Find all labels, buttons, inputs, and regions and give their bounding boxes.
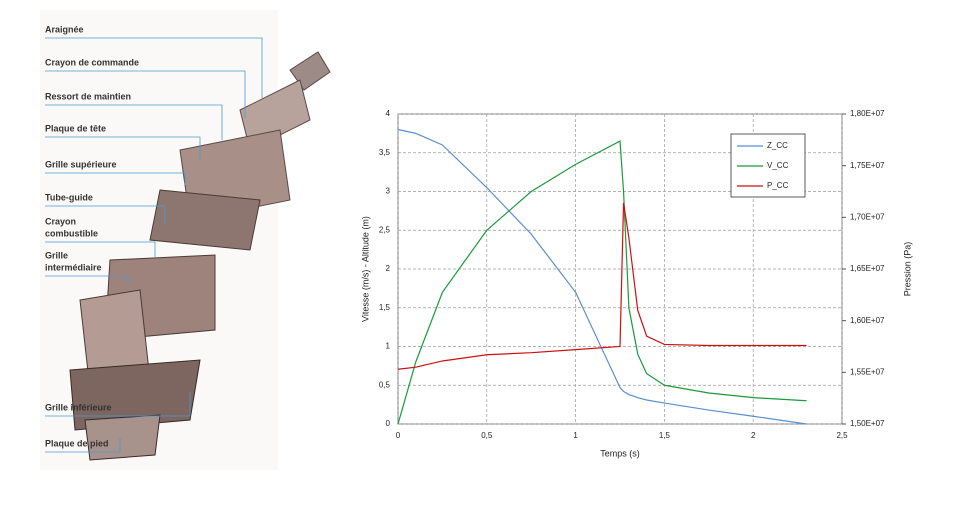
leader-line	[45, 241, 156, 258]
part-label: Plaque de pied	[45, 438, 109, 448]
leader-line	[45, 136, 201, 160]
y2-tick-label: 1,60E+07	[850, 316, 885, 325]
y2-tick-label: 1,70E+07	[850, 212, 885, 221]
part-label: combustible	[45, 228, 98, 238]
x-axis-title: Temps (s)	[600, 448, 640, 458]
leader-line	[45, 392, 191, 417]
y-axis-title: Vitesse (m/s) - Altitude (m)	[360, 216, 370, 322]
y2-tick-label: 1,65E+07	[850, 264, 885, 273]
leader-line	[45, 37, 263, 98]
part-label: Tube-guide	[45, 192, 93, 202]
legend-label: V_CC	[767, 161, 789, 170]
y-tick-label: 2	[386, 264, 391, 273]
part-label: Araignée	[45, 24, 84, 34]
chart: 00,511,522,533,540 0,5 1 1,5 2 2,51,50E+071,5…	[360, 109, 912, 458]
part-label: Ressort de maintien	[45, 91, 131, 101]
x-tick-label: 1	[573, 431, 578, 440]
y-tick-label: 3	[386, 187, 391, 196]
leader-line	[45, 438, 121, 453]
part-label: Crayon	[45, 216, 76, 226]
fuel-assembly-drawing	[40, 10, 331, 470]
bottom-nozzle	[84, 414, 161, 461]
x-tick-label: 1,5	[659, 431, 671, 440]
y2-tick-label: 1,50E+07	[850, 419, 885, 428]
leader-line	[45, 205, 166, 225]
x-tick-label: 2	[751, 431, 756, 440]
x-tick-label: 2,5	[836, 431, 848, 440]
part-label: Grille	[45, 250, 68, 260]
leader-line	[45, 70, 246, 118]
y-tick-label: 1,5	[379, 303, 391, 312]
legend-label: Z_CC	[767, 141, 788, 150]
part-label: Plaque de tête	[45, 123, 106, 133]
part-label: intermédiaire	[45, 262, 102, 272]
series-line	[397, 202, 807, 370]
y-tick-label: 2,5	[379, 225, 391, 234]
x-tick-label: 0,5	[481, 431, 493, 440]
part-label: Grille inférieure	[45, 402, 112, 412]
series-line	[397, 128, 807, 425]
part-label: Grille supérieure	[45, 159, 117, 169]
y2-axis-title: Pression (Pa)	[902, 242, 912, 297]
leader-line	[45, 104, 223, 140]
y2-tick-label: 1,75E+07	[850, 161, 885, 170]
y-tick-label: 1	[386, 342, 391, 351]
part-label: Crayon de commande	[45, 57, 139, 67]
legend-label: P_CC	[767, 181, 789, 190]
lower-grid	[69, 359, 201, 431]
leader-line	[45, 275, 129, 285]
y-tick-label: 0,5	[379, 380, 391, 389]
series-line	[397, 140, 807, 425]
leader-line	[45, 172, 186, 185]
y-tick-label: 3,5	[379, 148, 391, 157]
y-tick-label: 0	[386, 419, 391, 428]
y2-tick-label: 1,80E+07	[850, 109, 885, 118]
y-tick-label: 4	[386, 109, 391, 118]
y2-tick-label: 1,55E+07	[850, 367, 885, 376]
x-tick-label: 0	[396, 431, 401, 440]
upper-grid	[149, 189, 261, 251]
diagram-labels: Araignée Crayon de commande Ressort de mai…	[45, 24, 263, 453]
